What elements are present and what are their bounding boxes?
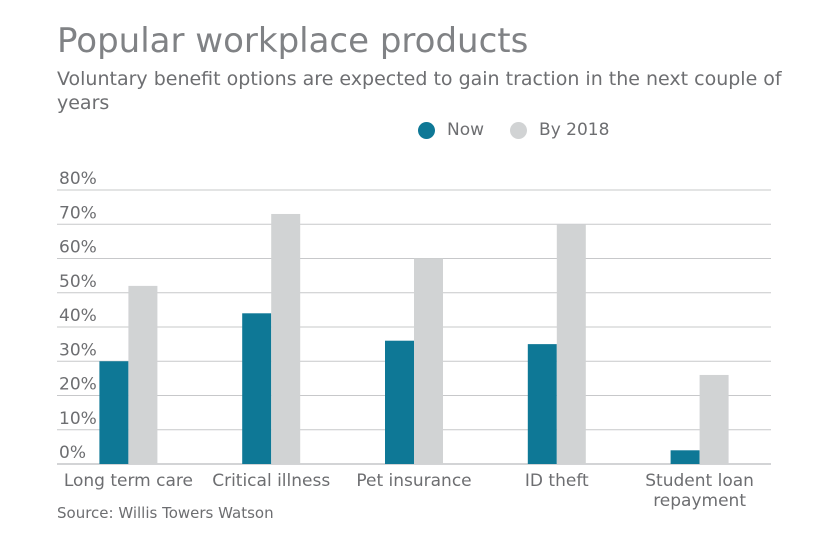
x-tick-label: Long term care bbox=[64, 471, 193, 491]
bar-by-2018 bbox=[414, 258, 443, 464]
bar-now bbox=[385, 340, 414, 464]
source-note: Source: Willis Towers Watson bbox=[57, 504, 274, 522]
bar-by-2018 bbox=[128, 285, 158, 464]
bar-by-2018 bbox=[699, 374, 729, 464]
legend-swatch-now bbox=[418, 121, 435, 139]
bar-now bbox=[527, 344, 557, 464]
y-tick-label: 10% bbox=[59, 409, 97, 429]
y-tick-label: 40% bbox=[59, 306, 97, 326]
y-tick-label: 80% bbox=[59, 169, 97, 189]
x-tick-label: Pet insurance bbox=[356, 471, 471, 491]
chart-title: Popular workplace products bbox=[57, 21, 529, 61]
legend-item-now: Now bbox=[418, 120, 484, 140]
y-tick-label: 50% bbox=[59, 272, 97, 292]
y-tick-label: 30% bbox=[59, 340, 97, 360]
legend-label-by-2018: By 2018 bbox=[539, 120, 610, 140]
legend-swatch-by-2018 bbox=[510, 121, 528, 139]
legend-label-now: Now bbox=[447, 120, 485, 140]
x-tick-label: ID theft bbox=[525, 471, 589, 491]
y-tick-label: 0% bbox=[59, 443, 86, 463]
y-tick-label: 60% bbox=[59, 238, 97, 258]
x-tick-label: Critical illness bbox=[212, 471, 330, 491]
bar-now bbox=[670, 450, 700, 464]
bar-by-2018 bbox=[271, 213, 301, 464]
bar-now bbox=[242, 313, 272, 464]
y-tick-label: 70% bbox=[59, 203, 97, 223]
legend-item-by-2018: By 2018 bbox=[510, 120, 609, 140]
chart-subtitle: Voluntary benefit options are expected t… bbox=[57, 68, 782, 114]
y-tick-label: 20% bbox=[59, 375, 97, 395]
legend: Now By 2018 bbox=[418, 120, 635, 140]
bar-now bbox=[99, 361, 129, 464]
bar-by-2018 bbox=[556, 224, 586, 464]
x-tick-label: Student loan repayment bbox=[645, 471, 754, 511]
